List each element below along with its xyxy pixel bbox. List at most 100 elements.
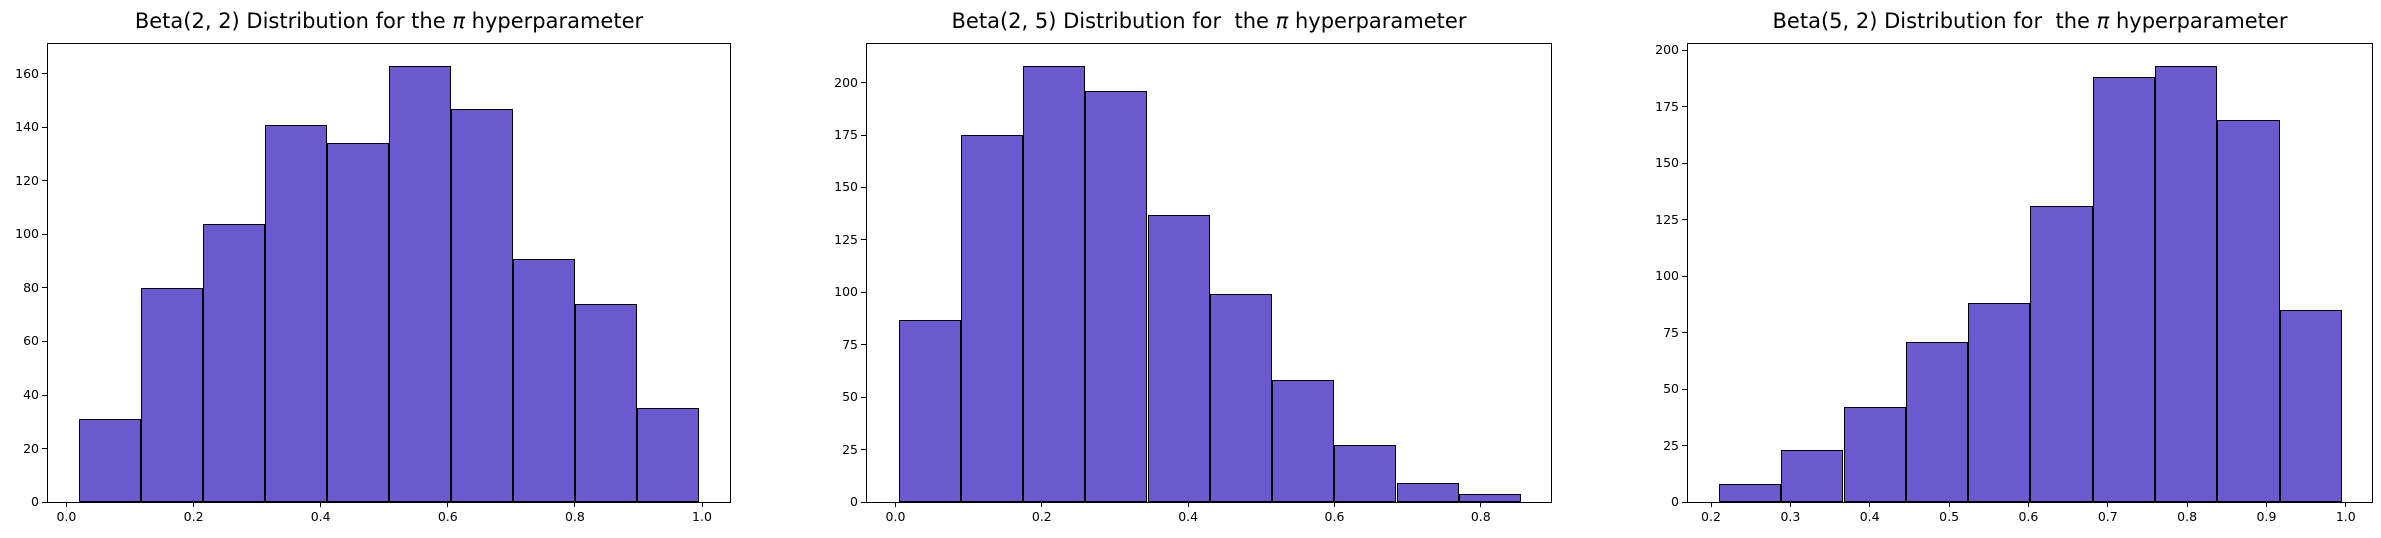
histogram-bar — [327, 143, 389, 502]
histogram-bar — [1209, 294, 1272, 502]
x-tick-label: 0.0 — [56, 509, 77, 524]
x-tick-label: 0.8 — [1470, 509, 1491, 524]
y-tick-label: 175 — [1655, 98, 1679, 114]
x-tick-mark — [2266, 502, 2267, 507]
histogram-bar — [574, 304, 637, 502]
y-tick-mark — [861, 449, 866, 451]
y-tick-mark — [42, 340, 47, 342]
histogram-bar — [1718, 483, 1782, 502]
histogram-bar — [79, 419, 142, 502]
x-tick-label: 0.8 — [2177, 509, 2198, 524]
y-tick-mark — [1682, 445, 1687, 446]
histogram-bar — [1147, 214, 1210, 502]
y-tick-label: 50 — [1663, 381, 1679, 396]
x-tick-mark — [1480, 502, 1482, 507]
x-tick-mark — [701, 502, 703, 507]
x-tick-label: 0.3 — [1780, 509, 1801, 524]
y-tick-label: 75 — [842, 336, 858, 352]
y-tick-mark — [42, 73, 47, 75]
y-tick-mark — [861, 501, 866, 503]
y-tick-mark — [42, 233, 47, 235]
y-tick-mark — [1682, 219, 1687, 220]
x-tick-mark — [2186, 502, 2188, 507]
histogram-bar — [1781, 450, 1844, 502]
x-tick-label: 1.0 — [692, 509, 712, 524]
y-tick-label: 125 — [1655, 211, 1679, 227]
x-tick-label: 0.2 — [1031, 509, 1052, 524]
x-tick-label: 0.5 — [1939, 509, 1960, 524]
chart-title: Beta(2, 2) Distribution for the π hyperp… — [134, 9, 644, 33]
x-tick-label: 0.4 — [1178, 509, 1199, 524]
plot-area: 0 25 50 75 100 125 150 175 200 0.0 0.2 0.4 0.6 0.8 — [834, 43, 1552, 524]
histogram-bar — [1334, 445, 1397, 502]
y-tick-label: 0 — [850, 494, 858, 509]
histogram-bar — [960, 135, 1023, 502]
chart-beta-2-2: Beta(2, 2) Distribution for the π hyperp… — [0, 0, 794, 538]
y-tick-label: 100 — [834, 284, 858, 300]
x-tick-label: 0.9 — [2256, 509, 2277, 524]
x-tick-label: 0.7 — [2097, 509, 2118, 524]
y-tick-label: 0 — [1671, 494, 1679, 509]
histogram-bar — [451, 108, 513, 502]
y-tick-label: 100 — [15, 226, 39, 242]
x-tick-mark — [320, 502, 322, 507]
x-tick-mark — [1187, 502, 1189, 507]
y-tick-mark — [42, 394, 47, 396]
x-tick-mark — [65, 502, 67, 507]
y-tick-mark — [1682, 162, 1687, 164]
x-tick-mark — [2107, 502, 2109, 507]
y-tick-label: 175 — [834, 127, 858, 142]
plot-area: 0 20 40 60 80 100 120 140 160 0.0 0.2 0.4 0.6 0.8 1.0 — [15, 43, 731, 524]
histogram-bar — [1396, 483, 1459, 502]
y-tick-label: 50 — [842, 389, 858, 405]
histogram-bar — [512, 258, 575, 502]
histogram-bar — [898, 319, 961, 502]
x-tick-label: 0.6 — [1324, 509, 1345, 524]
histogram-bar — [2217, 120, 2280, 502]
histogram-bar — [2092, 77, 2155, 502]
x-tick-label: 0.0 — [885, 509, 906, 524]
y-tick-label: 140 — [15, 119, 39, 135]
histogram-bar — [1023, 65, 1086, 502]
x-tick-mark — [1710, 502, 1712, 507]
y-tick-label: 125 — [834, 231, 858, 247]
x-tick-mark — [1869, 502, 1871, 507]
x-tick-label: 0.2 — [183, 509, 204, 524]
plot-area: 0 25 50 75 100 125 150 175 200 0.2 0.3 0.4 0.5 0.6 0.7… — [1655, 43, 2373, 524]
y-tick-label: 200 — [834, 74, 858, 90]
y-tick-label: 60 — [23, 333, 39, 349]
y-tick-label: 75 — [1663, 324, 1679, 340]
y-tick-mark — [42, 501, 47, 503]
chart-beta-2-5: Beta(2, 5) Distribution for the π hyperp… — [794, 0, 1588, 538]
y-tick-mark — [42, 287, 47, 289]
chart-title: Beta(5, 2) Distribution for the π hyperp… — [1772, 9, 2288, 33]
y-tick-label: 150 — [1655, 155, 1679, 170]
histogram-bar — [1085, 91, 1148, 502]
chart-beta-5-2: Beta(5, 2) Distribution for the π hyperp… — [1587, 0, 2381, 538]
y-tick-mark — [1682, 332, 1687, 333]
histogram-bar — [389, 65, 451, 502]
x-tick-label: 1.0 — [2335, 509, 2356, 524]
x-tick-mark — [1948, 502, 1950, 507]
x-tick-mark — [2027, 502, 2029, 507]
x-tick-mark — [1334, 502, 1335, 507]
chart-title: Beta(2, 5) Distribution for the π hyperp… — [951, 9, 1467, 33]
x-tick-mark — [895, 502, 896, 507]
histogram-bar — [141, 287, 204, 502]
y-tick-label: 25 — [842, 441, 858, 457]
y-tick-mark — [861, 134, 866, 136]
histogram-bar — [1272, 380, 1335, 502]
y-tick-label: 100 — [1655, 268, 1679, 283]
histogram-bar — [1968, 303, 2031, 502]
histogram-bar — [1843, 407, 1906, 502]
y-tick-label: 0 — [31, 494, 39, 509]
y-tick-mark — [861, 344, 866, 346]
y-tick-label: 40 — [23, 387, 39, 402]
y-tick-mark — [1682, 275, 1687, 277]
histogram-bar — [203, 223, 266, 502]
x-tick-label: 0.4 — [310, 509, 331, 524]
x-tick-mark — [1789, 502, 1791, 507]
y-tick-mark — [1682, 501, 1687, 503]
x-tick-mark — [1041, 502, 1043, 507]
